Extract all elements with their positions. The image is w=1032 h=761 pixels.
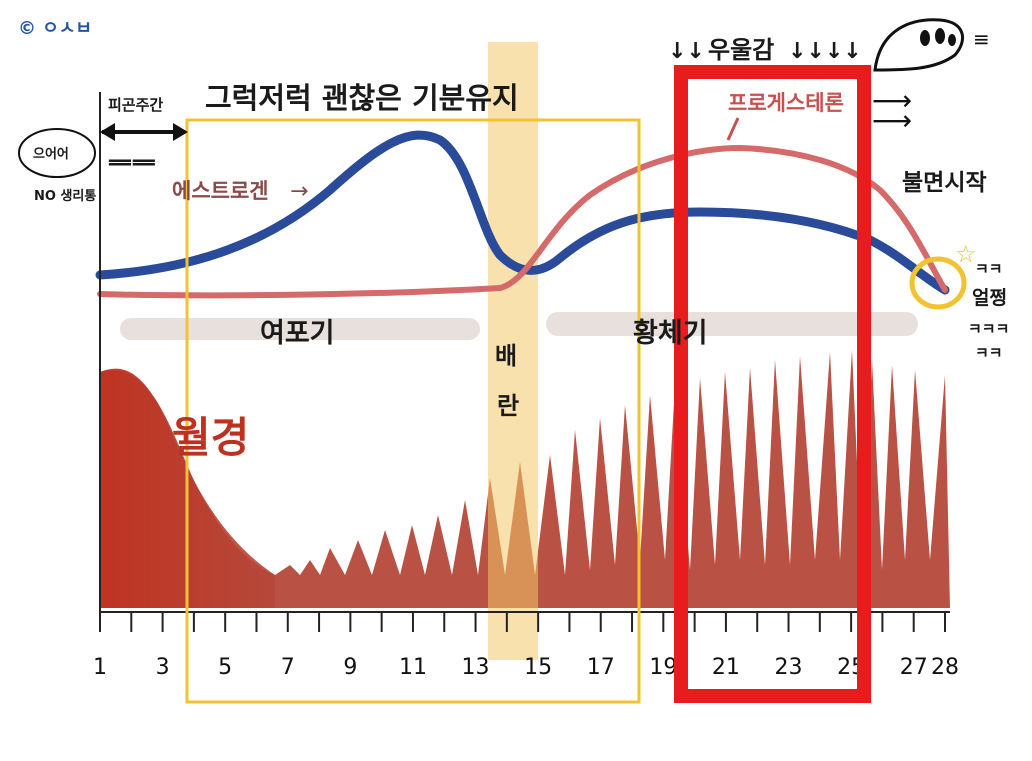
credit: © ㅇㅅㅂ [18, 18, 92, 39]
day-label: 1 [93, 655, 107, 680]
estrogen-arrow: → [290, 179, 308, 204]
day-label: 13 [462, 655, 490, 680]
day-label: 21 [712, 655, 740, 680]
depression-label: 우울감 [708, 36, 774, 64]
pms-arrow-right-head [173, 123, 188, 141]
day-label: 11 [399, 655, 427, 680]
estrogen-label: 에스트로겐 [172, 179, 269, 203]
luteal-label: 황체기 [633, 318, 708, 349]
day-label: 19 [649, 655, 677, 680]
squiggle-face: ᆖᆖ [108, 149, 156, 179]
day-label: 27 [900, 655, 928, 680]
left-speech: 으어어 [33, 146, 69, 162]
progesterone-arrow [726, 117, 740, 141]
day-label: 28 [931, 655, 959, 680]
irritation-label-2: 얼쩡 [972, 287, 1007, 309]
day-label: 15 [524, 655, 552, 680]
irritation-circle [909, 256, 967, 310]
right-arrow-2: ⟶ [872, 104, 912, 137]
depression-down-arrows-left: ↓↓ [668, 39, 705, 64]
menstruation-label: 월경 [172, 413, 249, 462]
right-arrow-1: ⟶ [872, 84, 912, 117]
ghost-icon [873, 18, 965, 72]
day-label: 9 [343, 655, 357, 680]
pms-box [674, 65, 871, 703]
day-label: 17 [587, 655, 615, 680]
progesterone-curve [97, 144, 948, 299]
depression-down-arrows-right: ↓↓↓↓ [788, 39, 862, 64]
ovulation-band [488, 42, 538, 660]
speech-bubble [18, 128, 96, 178]
day-label: 23 [775, 655, 803, 680]
pms-arrow-left-head [100, 123, 115, 141]
irritation-label-1: ㅋㅋ [975, 260, 1003, 278]
estrogen-curve [95, 130, 950, 295]
uterine-lining [100, 350, 950, 608]
irritation-label-3: ㅋㅋㅋ [968, 320, 1009, 338]
insomnia-label: 불면시작 [902, 170, 987, 196]
progesterone-label: 프로게스테론 [728, 91, 844, 115]
star-icon: ☆ [955, 240, 977, 268]
pms-period-label: 피곤주간 [108, 96, 163, 114]
irritation-label-4: ㅋㅋ [975, 344, 1003, 362]
mood-keep-label: 그럭저럭 괜찮은 기분유지 [205, 81, 519, 115]
day-ticks: 1 3 5 7 9 11 13 15 17 19 21 23 25 27 28 [93, 612, 959, 680]
day-label: 5 [218, 655, 232, 680]
no-period-pain-label: NO 생리통 [34, 188, 96, 204]
ovulation-label-2: 란 [497, 392, 519, 420]
day-label: 3 [156, 655, 170, 680]
mood-box [185, 118, 641, 704]
follicular-label: 여포기 [260, 318, 335, 349]
follicular-band [120, 318, 480, 340]
day-label: 7 [281, 655, 295, 680]
ovulation-label-1: 배 [495, 342, 517, 370]
ghost-shake-marks: ≡ [973, 27, 990, 51]
